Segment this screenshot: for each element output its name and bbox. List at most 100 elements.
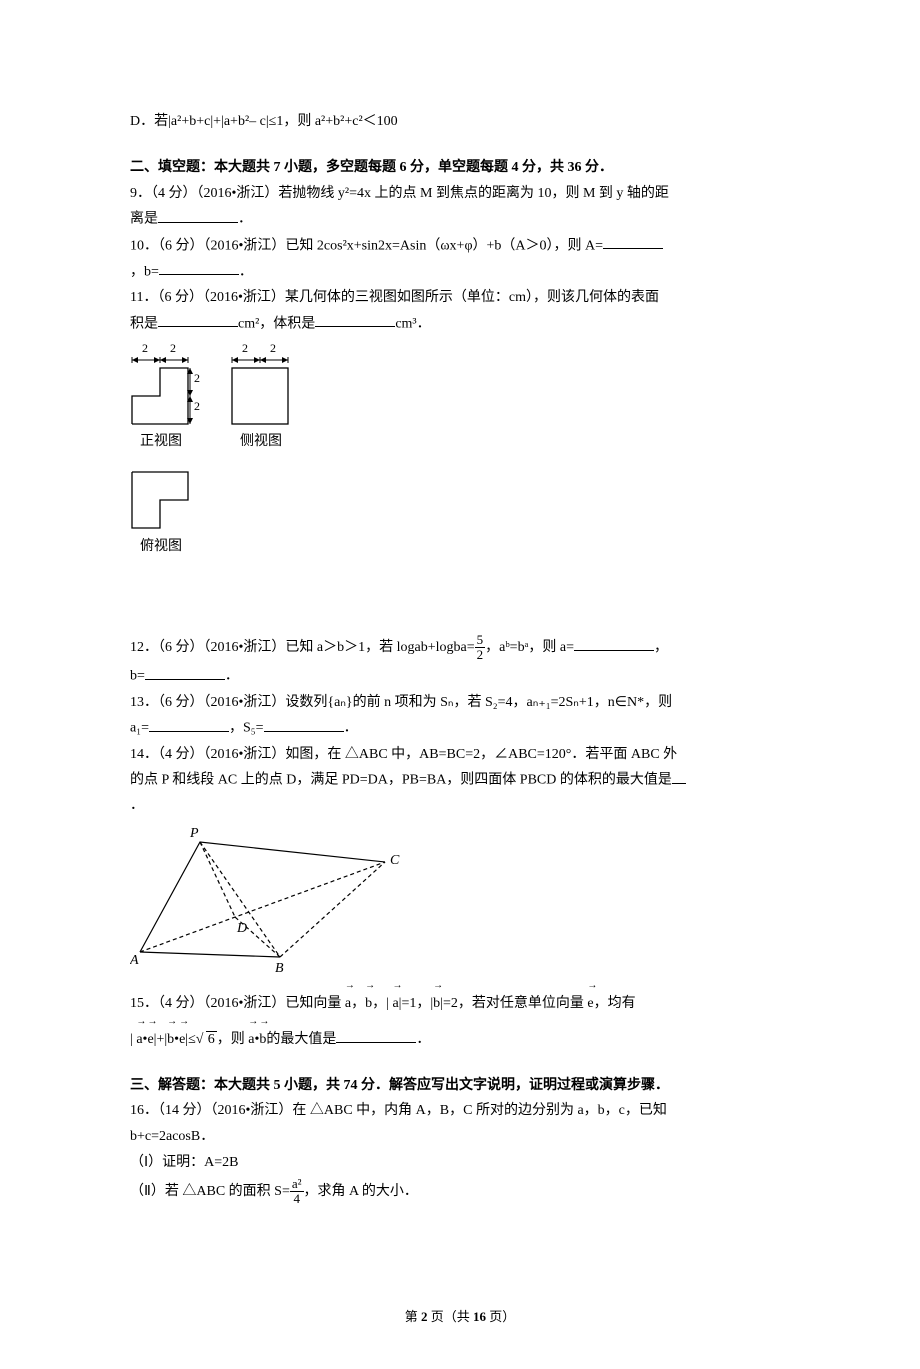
vec-a-4: a bbox=[248, 1026, 254, 1052]
q11-line1: 11．（6 分）（2016•浙江）某几何体的三视图如图所示（单位：cm），则该几… bbox=[130, 286, 790, 310]
q13-text2: ，S₅= bbox=[229, 721, 264, 736]
q15-text1: 15．（4 分）（2016•浙江）已知向量 bbox=[130, 996, 345, 1011]
section2-title: 二、填空题：本大题共 7 小题，多空题每题 6 分，单空题每题 4 分，共 36… bbox=[130, 156, 790, 180]
q15-text3: |=1，| bbox=[399, 996, 434, 1011]
sqrt6-rad: 6 bbox=[206, 1031, 217, 1047]
q12-line1: 12．（6 分）（2016•浙江）已知 a＞b＞1，若 logab+logba=… bbox=[130, 633, 790, 663]
q16-frac-num: a² bbox=[290, 1177, 304, 1192]
footer-b: 页（共 bbox=[427, 1309, 473, 1324]
dim-2-f2: 2 bbox=[170, 341, 176, 355]
q9-period: ． bbox=[238, 212, 252, 227]
q15-line1: 15．（4 分）（2016•浙江）已知向量 a，b，| a|=1，|b|=2，若… bbox=[130, 990, 790, 1016]
q11-text2: cm²，体积是 bbox=[238, 316, 315, 331]
dim-2-f3: 2 bbox=[194, 371, 200, 385]
q11-blank-area bbox=[158, 312, 238, 327]
top-view: 俯视图 bbox=[132, 472, 188, 554]
q12-line2: b= ． bbox=[130, 664, 790, 688]
option-d: D．若|a²+b+c|+|a+b²– c|≤1，则 a²+b²+c²＜100 bbox=[130, 110, 790, 134]
q10-period: ． bbox=[239, 264, 253, 279]
q10-text2: ，b= bbox=[130, 264, 159, 279]
q15-text5: ，均有 bbox=[594, 996, 636, 1011]
dim-2-f1: 2 bbox=[142, 341, 148, 355]
q15-blank bbox=[336, 1027, 416, 1042]
side-label: 侧视图 bbox=[240, 433, 282, 449]
q15-text8: |≤ bbox=[185, 1032, 196, 1047]
three-view-svg: 2 2 2 2 正视图 2 2 bbox=[130, 340, 330, 620]
q16-text2: ，求角 A 的大小． bbox=[304, 1184, 418, 1199]
q14-line3: ． bbox=[130, 794, 790, 818]
dim-2-f4: 2 bbox=[194, 399, 200, 413]
q14-line1: 14．（4 分）（2016•浙江）如图，在 △ABC 中，AB=BC=2，∠AB… bbox=[130, 743, 790, 767]
vec-b-2: b bbox=[433, 990, 440, 1016]
q10-text1: 10．（6 分）（2016•浙江）已知 2cos²x+sin2x=Asin（ωx… bbox=[130, 238, 603, 253]
tetra-B: B bbox=[275, 961, 284, 976]
tetra-P: P bbox=[189, 826, 199, 841]
vec-b-3: b bbox=[167, 1026, 174, 1052]
q11-text3: cm³． bbox=[395, 316, 430, 331]
q16-text1: （Ⅱ）若 △ABC 的面积 S= bbox=[130, 1184, 290, 1199]
q9-blank bbox=[158, 207, 238, 222]
tetra-C: C bbox=[390, 853, 400, 868]
q11-blank-vol bbox=[315, 312, 395, 327]
q14-text1: 的点 P 和线段 AC 上的点 D，满足 PD=DA，PB=BA，则四面体 PB… bbox=[130, 773, 672, 788]
q12-comma: ， bbox=[654, 640, 668, 655]
vec-e-3: e bbox=[179, 1026, 185, 1052]
q9-line2: 离是 ． bbox=[130, 207, 790, 231]
side-view: 2 2 侧视图 bbox=[232, 341, 288, 449]
q12-blank-b bbox=[145, 664, 225, 679]
q16-line1: 16．（14 分）（2016•浙江）在 △ABC 中，内角 A，B，C 所对的边… bbox=[130, 1099, 790, 1123]
q10-line1: 10．（6 分）（2016•浙江）已知 2cos²x+sin2x=Asin（ωx… bbox=[130, 234, 790, 258]
q14-line2: 的点 P 和线段 AC 上的点 D，满足 PD=DA，PB=BA，则四面体 PB… bbox=[130, 768, 790, 792]
q16-frac: a²4 bbox=[290, 1177, 304, 1207]
q15-text9: ，则 bbox=[217, 1032, 249, 1047]
top-label: 俯视图 bbox=[140, 538, 182, 554]
tetra-A: A bbox=[130, 953, 139, 968]
q16-frac-den: 4 bbox=[290, 1192, 304, 1206]
dim-2-s2: 2 bbox=[270, 341, 276, 355]
q12-frac: 52 bbox=[475, 633, 486, 663]
q12-text3: b= bbox=[130, 669, 145, 684]
q13-blank-s5 bbox=[264, 716, 344, 731]
tetra-svg: A B C D P bbox=[130, 822, 410, 977]
q15-line2: | a•e|+|b•e|≤6，则 a•b的最大值是． bbox=[130, 1026, 790, 1052]
q15-period: ． bbox=[416, 1032, 430, 1047]
q10-blank-b bbox=[159, 260, 239, 275]
footer-c: 页） bbox=[486, 1309, 515, 1324]
q12-blank-a bbox=[574, 635, 654, 650]
three-view-diagram: 2 2 2 2 正视图 2 2 bbox=[130, 340, 790, 629]
q15-text4: |=2，若对任意单位向量 bbox=[440, 996, 587, 1011]
dim-2-s1: 2 bbox=[242, 341, 248, 355]
q12-frac-den: 2 bbox=[475, 648, 486, 662]
q9-line1: 9．（4 分）（2016•浙江）若抛物线 y²=4x 上的点 M 到焦点的距离为… bbox=[130, 182, 790, 206]
page-footer: 第 2 页（共 16 页） bbox=[130, 1306, 790, 1328]
footer-a: 第 bbox=[405, 1309, 421, 1324]
q14-blank-tail bbox=[672, 768, 686, 783]
vec-a-2: a bbox=[392, 990, 398, 1016]
q15-text7: |+| bbox=[154, 1032, 168, 1047]
tetra-D: D bbox=[236, 921, 247, 936]
tetrahedron-diagram: A B C D P bbox=[130, 822, 790, 986]
q13-text1: a₁= bbox=[130, 721, 149, 736]
q16-line3: （Ⅰ）证明：A=2B bbox=[130, 1151, 790, 1175]
section3-title: 三、解答题：本大题共 5 小题，共 74 分．解答应写出文字说明，证明过程或演算… bbox=[130, 1074, 790, 1098]
q12-frac-num: 5 bbox=[475, 633, 486, 648]
vec-a-1: a bbox=[345, 990, 351, 1016]
q10-line2: ，b= ． bbox=[130, 260, 790, 284]
front-label: 正视图 bbox=[140, 433, 182, 449]
vec-e-2: e bbox=[147, 1026, 153, 1052]
front-view: 2 2 2 2 正视图 bbox=[132, 341, 200, 449]
q12-period: ． bbox=[225, 669, 239, 684]
q15-sep1: ， bbox=[351, 996, 365, 1011]
q13-line2: a₁= ，S₅= ． bbox=[130, 716, 790, 740]
q13-period: ． bbox=[344, 721, 358, 736]
q13-line1: 13．（6 分）（2016•浙江）设数列{aₙ}的前 n 项和为 Sₙ，若 S₂… bbox=[130, 691, 790, 715]
footer-total: 16 bbox=[473, 1309, 486, 1324]
q11-text1: 积是 bbox=[130, 316, 158, 331]
vec-e-1: e bbox=[587, 990, 593, 1016]
vec-a-3: a bbox=[136, 1026, 142, 1052]
q10-blank-a bbox=[603, 234, 663, 249]
q15-text2: ，| bbox=[372, 996, 392, 1011]
q9-prefix: 离是 bbox=[130, 212, 158, 227]
q16-line2: b+c=2acosB． bbox=[130, 1125, 790, 1149]
q15-text10: 的最大值是 bbox=[266, 1032, 336, 1047]
